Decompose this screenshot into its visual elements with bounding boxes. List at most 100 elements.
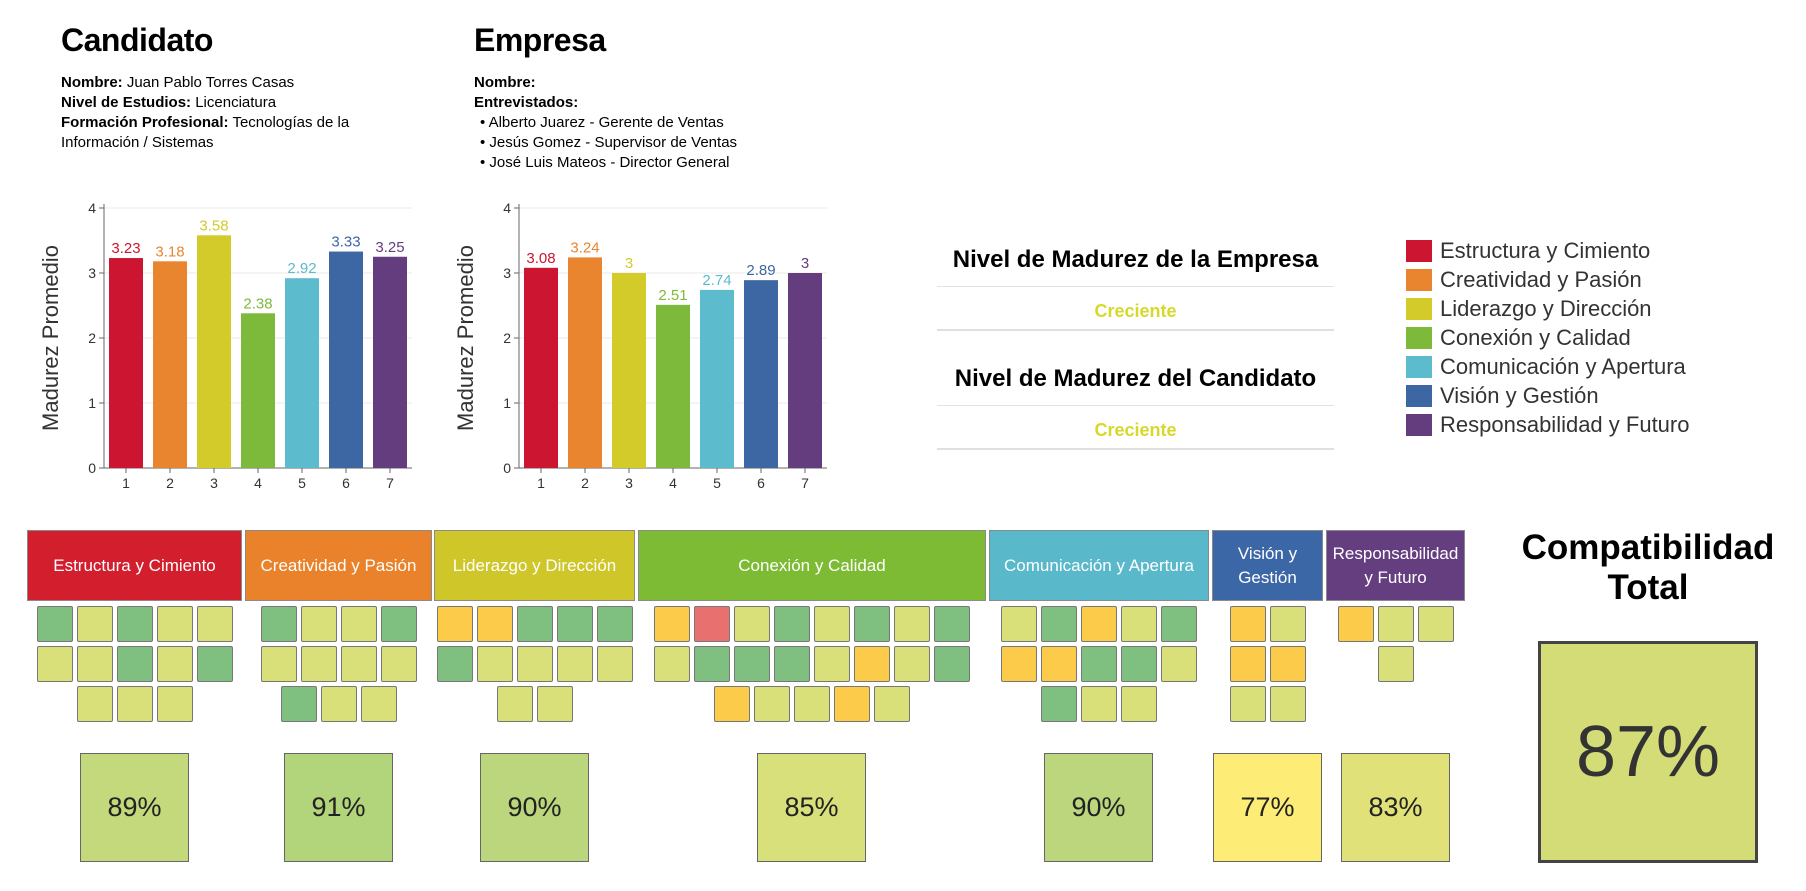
compatibility-cell (197, 646, 233, 682)
legend-label: Estructura y Cimiento (1440, 237, 1651, 263)
category-score: 85% (757, 753, 866, 862)
category-header: Liderazgo y Dirección (434, 530, 635, 601)
compatibility-cell (1270, 606, 1306, 642)
bar-3 (612, 273, 646, 468)
x-tick-label: 7 (801, 475, 809, 491)
compatibility-cell (557, 646, 593, 682)
compatibility-cell (694, 606, 730, 642)
compatibility-cell (477, 606, 513, 642)
legend-label: Responsabilidad y Futuro (1440, 411, 1690, 437)
compatibility-cell (197, 606, 233, 642)
bar-value-label: 3.23 (111, 240, 140, 257)
company-maturity-value: Creciente (1094, 301, 1177, 321)
compatibility-cell (894, 606, 930, 642)
legend-item: Visión y Gestión (1406, 381, 1689, 410)
x-tick-label: 1 (122, 475, 130, 491)
category-score: 77% (1213, 753, 1322, 862)
legend-swatch (1406, 326, 1432, 349)
compatibility-cell (1270, 646, 1306, 682)
bar-2 (153, 261, 187, 468)
legend-item: Estructura y Cimiento (1406, 236, 1689, 265)
category-header: Creatividad y Pasión (245, 530, 432, 601)
bar-5 (700, 289, 734, 468)
compatibility-cell (341, 646, 377, 682)
compatibility-cell (834, 686, 870, 722)
compatibility-cell (1338, 606, 1374, 642)
bar-7 (373, 256, 407, 468)
category-score: 83% (1341, 753, 1450, 862)
bar-1 (524, 267, 558, 468)
compatibility-cell (1121, 686, 1157, 722)
category-score: 89% (80, 753, 189, 862)
bar-value-label: 3 (625, 255, 633, 272)
compatibility-cell (557, 606, 593, 642)
legend-label: Visión y Gestión (1440, 382, 1599, 408)
y-tick-label: 4 (503, 200, 511, 216)
legend-label: Liderazgo y Dirección (1440, 295, 1652, 321)
candidate-name: Juan Pablo Torres Casas (126, 74, 295, 91)
compatibility-cell (157, 646, 193, 682)
compatibility-cell (734, 646, 770, 682)
compatibility-cell (157, 686, 193, 722)
x-tick-label: 5 (713, 475, 721, 491)
compatibility-cell (381, 646, 417, 682)
compatibility-cell (1230, 646, 1266, 682)
company-name-label: Nombre: (474, 74, 536, 91)
compatibility-cell (754, 686, 790, 722)
compatibility-cell (934, 606, 970, 642)
company-maturity-chart: 0 1 2 3 4 Madurez Promedio 3.08 1 3.24 2 3 3 2.51 4 2.… (453, 200, 827, 491)
company-title: Empresa (474, 22, 606, 58)
bar-2 (568, 257, 602, 468)
legend-label: Comunicación y Apertura (1440, 353, 1686, 379)
legend-swatch (1406, 268, 1432, 291)
y-axis-label: Madurez Promedio (38, 245, 63, 431)
compatibility-cell (1001, 606, 1037, 642)
compatibility-cell (714, 686, 750, 722)
compatibility-cell (1081, 606, 1117, 642)
compatibility-cell (117, 686, 153, 722)
x-tick-label: 6 (757, 475, 765, 491)
compatibility-cell (157, 606, 193, 642)
compatibility-cell (77, 686, 113, 722)
compatibility-cell (654, 606, 690, 642)
compatibility-cell (1418, 606, 1454, 642)
category-header: Responsabilidad y Futuro (1326, 530, 1465, 601)
x-tick-label: 5 (298, 475, 306, 491)
compatibility-cell (437, 646, 473, 682)
compatibility-cell (1081, 646, 1117, 682)
legend-label: Creatividad y Pasión (1440, 266, 1642, 292)
y-tick-label: 0 (503, 460, 511, 476)
compatibility-cell (774, 646, 810, 682)
legend-swatch (1406, 355, 1432, 378)
legend-swatch (1406, 413, 1432, 436)
compatibility-cell (437, 606, 473, 642)
x-tick-label: 3 (625, 475, 633, 491)
compatibility-cell (854, 646, 890, 682)
candidate-maturity-title: Nivel de Madurez del Candidato (954, 365, 1317, 392)
compatibility-cell (301, 606, 337, 642)
candidate-training-line2: Información / Sistemas (61, 134, 214, 151)
candidate-name-label: Nombre: (61, 74, 123, 91)
compatibility-cell (77, 646, 113, 682)
compatibility-cell (537, 686, 573, 722)
compatibility-cell (1041, 606, 1077, 642)
y-tick-label: 1 (503, 395, 511, 411)
x-tick-label: 4 (669, 475, 677, 491)
bar-value-label: 2.51 (658, 287, 687, 304)
compatibility-cell (361, 686, 397, 722)
legend: Estructura y Cimiento Creatividad y Pasió… (1406, 236, 1689, 439)
legend-swatch (1406, 297, 1432, 320)
compatibility-cell (1041, 646, 1077, 682)
bar-value-label: 2.89 (746, 262, 775, 279)
compatibility-cell (934, 646, 970, 682)
compatibility-cell (597, 606, 633, 642)
bar-value-label: 3.18 (155, 243, 184, 260)
compatibility-cell (321, 686, 357, 722)
company-maturity-title: Nivel de Madurez de la Empresa (952, 246, 1319, 273)
divider (937, 405, 1334, 406)
bar-4 (241, 313, 275, 468)
category-score: 91% (284, 753, 393, 862)
compatibility-cell (301, 646, 337, 682)
candidate-level-label: Nivel de Estudios: (61, 94, 192, 111)
category-score: 90% (480, 753, 589, 862)
